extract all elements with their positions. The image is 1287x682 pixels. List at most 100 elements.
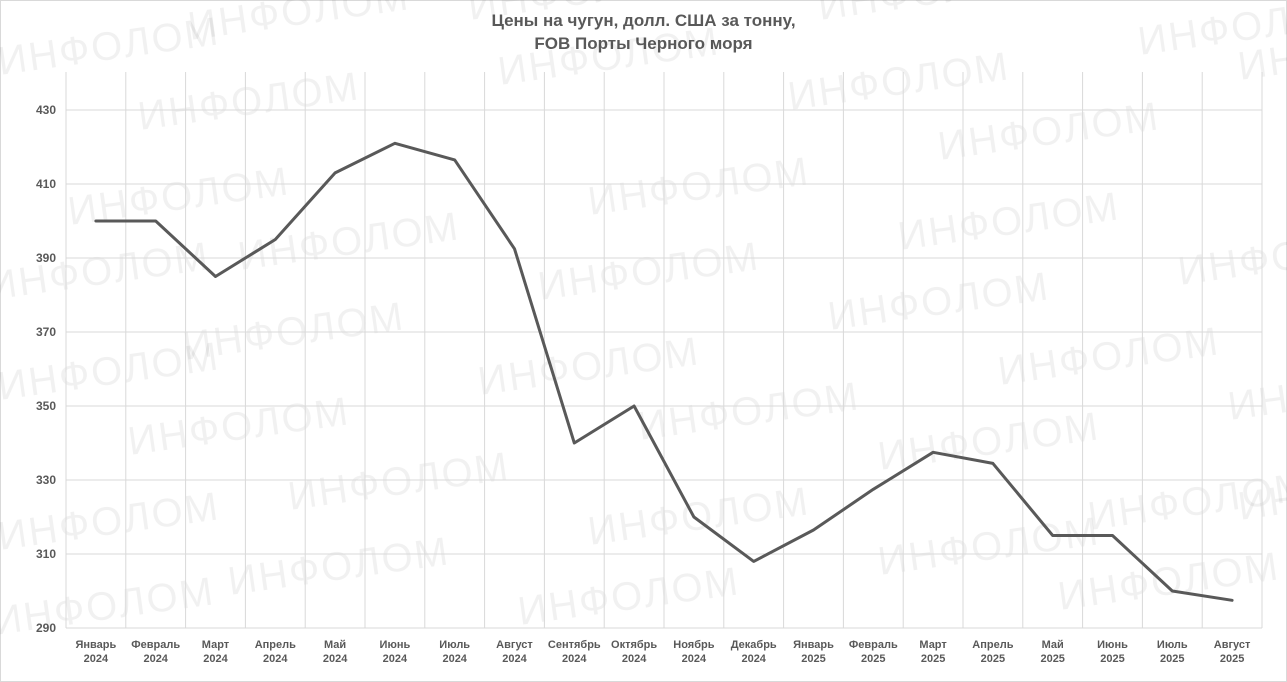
x-tick-year: 2024 [203,653,228,665]
x-tick-month: Август [496,639,533,651]
watermark-text: ИНФОЛОМ [935,94,1162,169]
x-tick-year: 2025 [801,653,825,665]
x-tick-label: Июнь 2024 [380,639,411,665]
x-tick-month: Апрель [255,639,296,651]
x-tick-month: Февраль [849,639,898,651]
x-tick-label: Август 2024 [496,639,533,665]
watermark-text: ИНФОЛОМ [1175,219,1287,294]
x-tick-label: Апрель 2024 [255,639,296,665]
y-tick-label: 310 [36,547,56,561]
watermark-text: ИНФОЛОМ [815,0,1042,29]
watermark-text: ИНФОЛОМ [0,9,222,84]
x-tick-label: Август 2025 [1214,639,1251,665]
watermark-text: ИНФОЛОМ [535,234,762,309]
x-tick-year: 2024 [682,653,707,665]
watermark-text: ИНФОЛОМ [465,0,692,29]
y-tick-label: 430 [36,103,56,117]
price-series-line [94,141,1234,602]
x-tick-year: 2024 [143,653,168,665]
x-tick-label: Январь 2025 [793,639,834,665]
y-tick-label: 410 [36,177,56,191]
x-tick-label: Январь 2024 [76,639,117,665]
x-tick-month: Июль [1157,639,1188,651]
x-tick-month: Март [202,639,230,651]
x-tick-month: Ноябрь [673,639,714,651]
watermark-text: ИНФОЛОМ [65,159,292,234]
x-tick-label: Октябрь 2024 [611,639,657,665]
x-tick-label: Май 2024 [323,639,348,665]
x-tick-month: Январь [793,639,834,651]
x-tick-month: Апрель [972,639,1013,651]
x-tick-label: Март 2024 [202,639,230,665]
x-tick-label: Май 2025 [1040,639,1064,665]
watermark-text: ИНФОЛОМ [995,319,1222,394]
x-tick-year: 2024 [263,653,288,665]
x-tick-year: 2024 [622,653,647,665]
x-tick-year: 2025 [1220,653,1244,665]
x-tick-month: Февраль [131,639,180,651]
y-tick-label: 370 [36,325,56,339]
x-tick-month: Сентябрь [548,639,601,651]
watermark-text: ИНФОЛОМ [1055,544,1282,619]
x-tick-month: Август [1214,639,1251,651]
x-tick-year: 2025 [981,653,1005,665]
x-tick-year: 2024 [383,653,408,665]
x-tick-label: Февраль 2024 [131,639,180,665]
x-tick-month: Январь [76,639,117,651]
x-tick-label: Декабрь 2024 [731,639,777,665]
x-tick-label: Июль 2025 [1157,639,1188,665]
y-tick-label: 390 [36,251,56,265]
watermark-text: ИНФОЛОМ [225,529,452,604]
x-tick-month: Март [919,639,947,651]
x-tick-label: Июнь 2025 [1097,639,1128,665]
x-tick-label: Июль 2024 [439,639,470,665]
x-tick-year: 2024 [502,653,527,665]
watermark-text: ИНФОЛОМ [495,19,722,94]
x-tick-label: Апрель 2025 [972,639,1013,665]
chart-title: Цены на чугун, долл. США за тонну, [491,11,796,30]
x-tick-month: Декабрь [731,639,777,651]
x-tick-year: 2025 [1100,653,1124,665]
watermark-text: ИНФОЛОМ [585,479,812,554]
y-tick-label: 330 [36,473,56,487]
x-tick-label: Февраль 2025 [849,639,898,665]
x-tick-year: 2025 [861,653,885,665]
watermark-text: ИНФОЛОМ [895,184,1122,259]
chart-subtitle: FOB Порты Черного моря [534,34,753,53]
x-tick-year: 2025 [921,653,945,665]
watermark-text: ИНФОЛОМ [0,569,217,644]
x-tick-year: 2025 [1160,653,1184,665]
x-tick-month: Май [324,639,346,651]
watermark-text: ИНФОЛОМ [125,389,352,464]
x-tick-month: Июль [439,639,470,651]
watermark-text: ИНФОЛОМ [785,44,1012,119]
x-tick-year: 2024 [562,653,587,665]
watermark-text: ИНФОЛОМ [635,374,862,449]
watermark-text: ИНФОЛОМ [475,329,702,404]
x-tick-label: Март 2025 [919,639,947,665]
y-tick-label: 350 [36,399,56,413]
x-tick-label: Ноябрь 2024 [673,639,714,665]
watermark-text: ИНФОЛОМ [1235,454,1287,529]
x-tick-month: Июнь [380,639,411,651]
x-tick-month: Июнь [1097,639,1128,651]
x-tick-year: 2024 [323,653,348,665]
x-tick-year: 2024 [442,653,467,665]
watermark-text: ИНФОЛОМ [825,264,1052,339]
x-tick-month: Октябрь [611,639,657,651]
x-tick-year: 2025 [1040,653,1064,665]
x-tick-label: Сентябрь 2024 [548,639,601,665]
x-tick-month: Май [1042,639,1064,651]
watermark-text: ИНФОЛОМ [135,64,362,139]
watermark-text: ИНФОЛОМ [0,484,222,559]
watermark-text: ИНФОЛОМ [585,149,812,224]
x-tick-year: 2024 [84,653,109,665]
watermark-text: ИНФОЛОМ [515,559,742,634]
x-tick-year: 2024 [741,653,766,665]
watermark-text: ИНФОЛОМ [285,444,512,519]
y-tick-label: 290 [36,621,56,635]
watermark-text: ИНФОЛОМ [1225,354,1287,429]
watermark-text: ИНФОЛОМ [0,334,222,409]
